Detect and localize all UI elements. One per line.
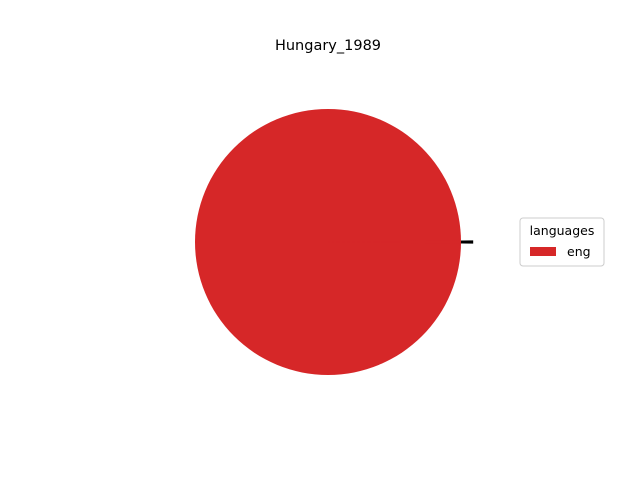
pie-slices xyxy=(195,109,474,375)
legend-label-eng: eng xyxy=(567,244,591,259)
chart-title: Hungary_1989 xyxy=(275,38,381,54)
legend: languages eng xyxy=(519,217,605,267)
legend-title: languages xyxy=(530,223,595,238)
legend-swatch-eng xyxy=(530,247,556,256)
pie-slice-eng xyxy=(195,110,460,375)
